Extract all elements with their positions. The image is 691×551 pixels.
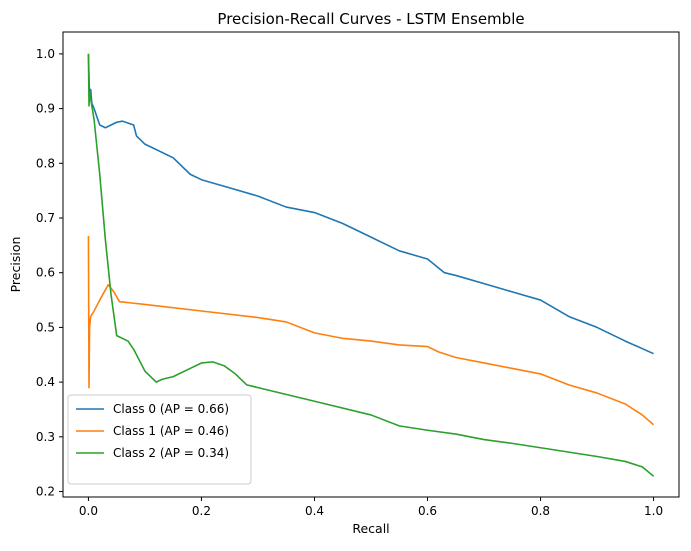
plot-frame bbox=[62, 31, 680, 498]
y-axis-ticks: 0.2 0.3 0.4 0.5 0.6 0.7 0.8 0.9 1.0 bbox=[36, 47, 63, 499]
y-tick-label: 0.5 bbox=[36, 320, 55, 334]
series-line-class-2 bbox=[87, 53, 655, 477]
y-tick-label: 0.8 bbox=[36, 156, 55, 170]
series-line-class-0 bbox=[87, 53, 654, 355]
x-tick-label: 0.4 bbox=[305, 504, 324, 518]
x-axis-ticks: 0.0 0.2 0.4 0.6 0.8 1.0 bbox=[79, 497, 663, 518]
y-tick-label: 0.6 bbox=[36, 266, 55, 280]
y-tick-label: 1.0 bbox=[36, 47, 55, 61]
y-tick-label: 0.3 bbox=[36, 430, 55, 444]
legend-label-class-0: Class 0 (AP = 0.66) bbox=[113, 402, 229, 416]
y-tick-label: 0.4 bbox=[36, 375, 55, 389]
x-tick-label: 0.8 bbox=[531, 504, 550, 518]
x-tick-label: 1.0 bbox=[644, 504, 663, 518]
legend: Class 0 (AP = 0.66) Class 1 (AP = 0.46) Cl… bbox=[67, 394, 252, 485]
x-tick-label: 0.2 bbox=[192, 504, 211, 518]
plot-series-group bbox=[87, 53, 655, 477]
x-tick-label: 0.6 bbox=[418, 504, 437, 518]
legend-label-class-1: Class 1 (AP = 0.46) bbox=[113, 424, 229, 438]
x-axis-label: Recall bbox=[352, 521, 389, 536]
y-tick-label: 0.9 bbox=[36, 102, 55, 116]
y-tick-label: 0.7 bbox=[36, 211, 55, 225]
y-axis-label: Precision bbox=[8, 237, 23, 293]
series-line-class-1 bbox=[87, 236, 655, 426]
legend-label-class-2: Class 2 (AP = 0.34) bbox=[113, 446, 229, 460]
chart-title: Precision-Recall Curves - LSTM Ensemble bbox=[217, 10, 524, 28]
x-tick-label: 0.0 bbox=[79, 504, 98, 518]
legend-box bbox=[67, 394, 252, 485]
y-tick-label: 0.2 bbox=[36, 485, 55, 499]
